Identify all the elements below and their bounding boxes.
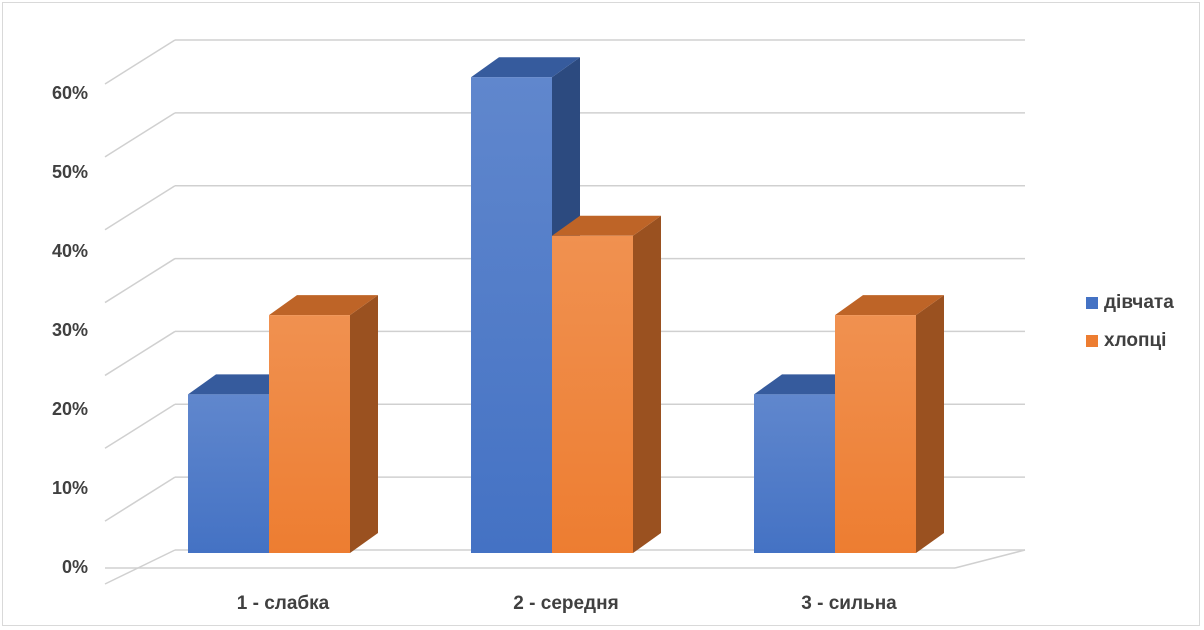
bar-top bbox=[552, 215, 661, 236]
x-axis-category-labels: 1 - слабка 2 - середня 3 - сильна bbox=[237, 593, 897, 614]
y-tick-label: 0% bbox=[62, 557, 88, 577]
bar-top bbox=[269, 295, 378, 316]
bar-side bbox=[916, 295, 944, 553]
bar-top bbox=[471, 57, 580, 78]
y-tick-label: 10% bbox=[52, 478, 88, 498]
x-category-label: 1 - слабка bbox=[237, 593, 330, 614]
bar bbox=[552, 215, 661, 554]
bar-front bbox=[552, 235, 633, 554]
legend-swatch-boys bbox=[1086, 335, 1098, 347]
bar-side bbox=[633, 215, 661, 554]
legend-label-boys: хлопці bbox=[1104, 330, 1167, 351]
gridline-side bbox=[104, 476, 176, 522]
y-tick-label: 40% bbox=[52, 241, 88, 261]
legend-item-boys: хлопці bbox=[1086, 322, 1174, 360]
y-tick-label: 30% bbox=[52, 320, 88, 340]
bar-front bbox=[471, 77, 552, 553]
gridline-side bbox=[104, 185, 176, 231]
y-axis-tick-labels: 0% 10% 20% 30% 40% 50% 60% bbox=[52, 83, 88, 577]
legend: дівчата хлопці bbox=[1086, 284, 1174, 360]
legend-item-girls: дівчата bbox=[1086, 284, 1174, 322]
y-tick-label: 20% bbox=[52, 399, 88, 419]
bar-front bbox=[835, 315, 916, 553]
legend-label-girls: дівчата bbox=[1104, 292, 1174, 313]
bar bbox=[269, 295, 378, 553]
bar-side bbox=[350, 295, 378, 553]
bar-front bbox=[188, 394, 269, 553]
gridline-side bbox=[104, 39, 176, 85]
gridline-side bbox=[104, 112, 176, 158]
x-category-label: 3 - сильна bbox=[801, 593, 897, 614]
gridline-side bbox=[104, 330, 176, 377]
bar bbox=[835, 295, 944, 553]
x-category-label: 2 - середня bbox=[513, 593, 618, 614]
bars bbox=[188, 57, 944, 554]
legend-swatch-girls bbox=[1086, 297, 1098, 309]
y-tick-label: 50% bbox=[52, 162, 88, 182]
gridline-side bbox=[104, 257, 176, 304]
floor-edge-right bbox=[954, 549, 1026, 569]
chart-walls bbox=[105, 549, 1026, 569]
gridline-side bbox=[104, 403, 176, 449]
bar-top bbox=[835, 295, 944, 316]
gridline-side bbox=[104, 549, 176, 585]
y-tick-label: 60% bbox=[52, 83, 88, 103]
bar-front bbox=[269, 315, 350, 553]
bar-front bbox=[754, 394, 835, 553]
